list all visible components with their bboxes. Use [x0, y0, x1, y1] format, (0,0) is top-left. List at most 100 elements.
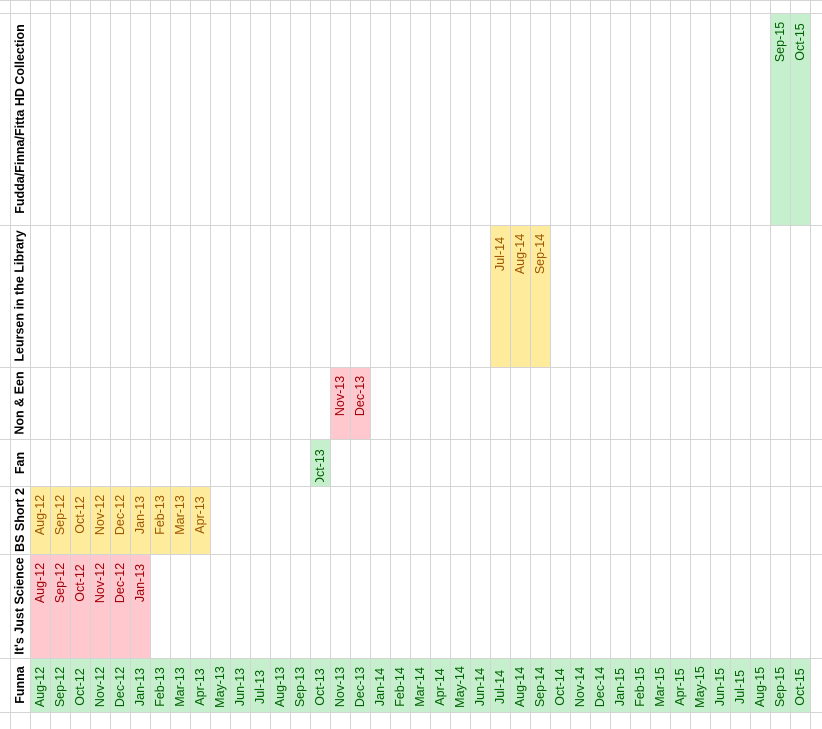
row-label: Fan: [10, 439, 30, 486]
month-cell: Nov-13: [330, 371, 350, 435]
month-cell: Aug-15: [750, 662, 770, 708]
month-cell: Jan-13: [130, 662, 150, 708]
month-cell: Oct-12: [70, 558, 90, 654]
grid-line-vertical: [690, 0, 691, 729]
row-label: Leursen in the Library: [10, 225, 30, 367]
grid-line-vertical: [550, 0, 551, 729]
grid-line-vertical: [70, 0, 71, 729]
grid-line-horizontal: [0, 439, 822, 440]
month-label: Aug-12: [33, 666, 47, 708]
month-cell: May-14: [450, 662, 470, 708]
month-label: Aug-12: [33, 562, 47, 604]
month-cell: Jul-14: [490, 662, 510, 708]
row-label: BS Short 2: [10, 486, 30, 554]
month-label: May-14: [453, 666, 467, 708]
month-label: Jul-15: [733, 669, 748, 705]
month-cell: May-15: [690, 662, 710, 708]
month-label: Aug-14: [513, 233, 527, 275]
month-label: Jul-14: [493, 236, 508, 272]
grid-line-vertical: [710, 0, 711, 729]
month-cell: Oct-12: [70, 490, 90, 550]
month-cell: Feb-13: [150, 662, 170, 708]
month-label: Nov-12: [93, 562, 108, 604]
grid-line-vertical: [210, 0, 211, 729]
grid-line-vertical: [490, 0, 491, 729]
month-label: Oct-12: [73, 668, 88, 706]
month-cell: Aug-12: [30, 662, 50, 708]
month-cell: Aug-12: [30, 558, 50, 654]
month-label: Jul-13: [253, 669, 268, 705]
grid-line-vertical: [310, 0, 311, 729]
month-cell: Sep-12: [50, 558, 70, 654]
month-label: Nov-12: [93, 666, 108, 708]
row-label-text: Leursen in the Library: [13, 230, 27, 362]
month-cell: May-13: [210, 662, 230, 708]
month-label: Nov-13: [333, 375, 348, 417]
month-cell: Nov-12: [90, 558, 110, 654]
month-label: Apr-15: [673, 668, 687, 706]
month-label: Jan-14: [373, 667, 388, 707]
month-cell: Aug-13: [270, 662, 290, 708]
month-label: Dec-12: [113, 666, 128, 708]
month-label: Apr-14: [433, 668, 447, 706]
month-label: Oct-15: [793, 23, 808, 61]
grid-line-vertical: [350, 0, 351, 729]
month-cell: Jul-13: [250, 662, 270, 708]
grid-line-vertical: [50, 0, 51, 729]
month-label: Sep-13: [293, 666, 307, 708]
month-label: Oct-14: [553, 668, 568, 706]
month-label: Aug-12: [33, 494, 47, 536]
grid-line-vertical: [330, 0, 331, 729]
month-label: Mar-14: [413, 667, 427, 707]
month-label: Sep-12: [53, 666, 67, 708]
grid-line-vertical: [730, 0, 731, 729]
month-cell: Jan-13: [130, 490, 150, 550]
month-cell: Oct-13: [310, 662, 330, 708]
grid-line-horizontal: [0, 225, 822, 226]
month-label: Oct-13: [313, 668, 328, 706]
row-fill: [490, 225, 550, 367]
row-label-text: BS Short 2: [13, 488, 27, 552]
month-cell: Dec-14: [590, 662, 610, 708]
grid-line-vertical: [630, 0, 631, 729]
month-cell: Dec-12: [110, 490, 130, 550]
month-cell: Apr-15: [670, 662, 690, 708]
month-cell: Jul-15: [730, 662, 750, 708]
grid-line-horizontal: [0, 658, 822, 659]
month-cell: Apr-13: [190, 662, 210, 708]
row-fill: [310, 439, 330, 486]
month-cell: Mar-15: [650, 662, 670, 708]
month-cell: Sep-12: [50, 490, 70, 550]
month-cell: Dec-12: [110, 558, 130, 654]
month-label: Feb-15: [633, 667, 648, 707]
grid-line-vertical: [450, 0, 451, 729]
grid-line-vertical: [10, 0, 11, 729]
month-cell: Nov-12: [90, 490, 110, 550]
month-cell: Oct-14: [550, 662, 570, 708]
grid-line-horizontal: [0, 554, 822, 555]
month-cell: Nov-14: [570, 662, 590, 708]
month-cell: Sep-14: [530, 229, 550, 363]
month-cell: Jul-14: [490, 229, 510, 363]
month-label: Oct-13: [313, 449, 328, 482]
grid-line-horizontal: [0, 0, 822, 1]
month-cell: Mar-13: [170, 662, 190, 708]
month-cell: Aug-14: [510, 662, 530, 708]
grid-line-horizontal: [0, 367, 822, 368]
grid-line-vertical: [610, 0, 611, 729]
month-cell: Nov-12: [90, 662, 110, 708]
month-label: Jun-13: [233, 667, 248, 707]
grid-line-vertical: [110, 0, 111, 729]
month-label: May-15: [693, 666, 707, 708]
month-label: Dec-12: [113, 494, 128, 536]
month-label: Aug-15: [753, 666, 767, 708]
month-label: Sep-14: [533, 666, 547, 708]
month-label: Mar-13: [173, 667, 187, 707]
grid-line-vertical: [670, 0, 671, 729]
month-cell: Jan-13: [130, 558, 150, 654]
grid-line-horizontal: [0, 712, 822, 713]
month-label: Feb-14: [393, 667, 408, 707]
grid-line-vertical: [790, 0, 791, 729]
month-label: Mar-15: [653, 667, 667, 707]
